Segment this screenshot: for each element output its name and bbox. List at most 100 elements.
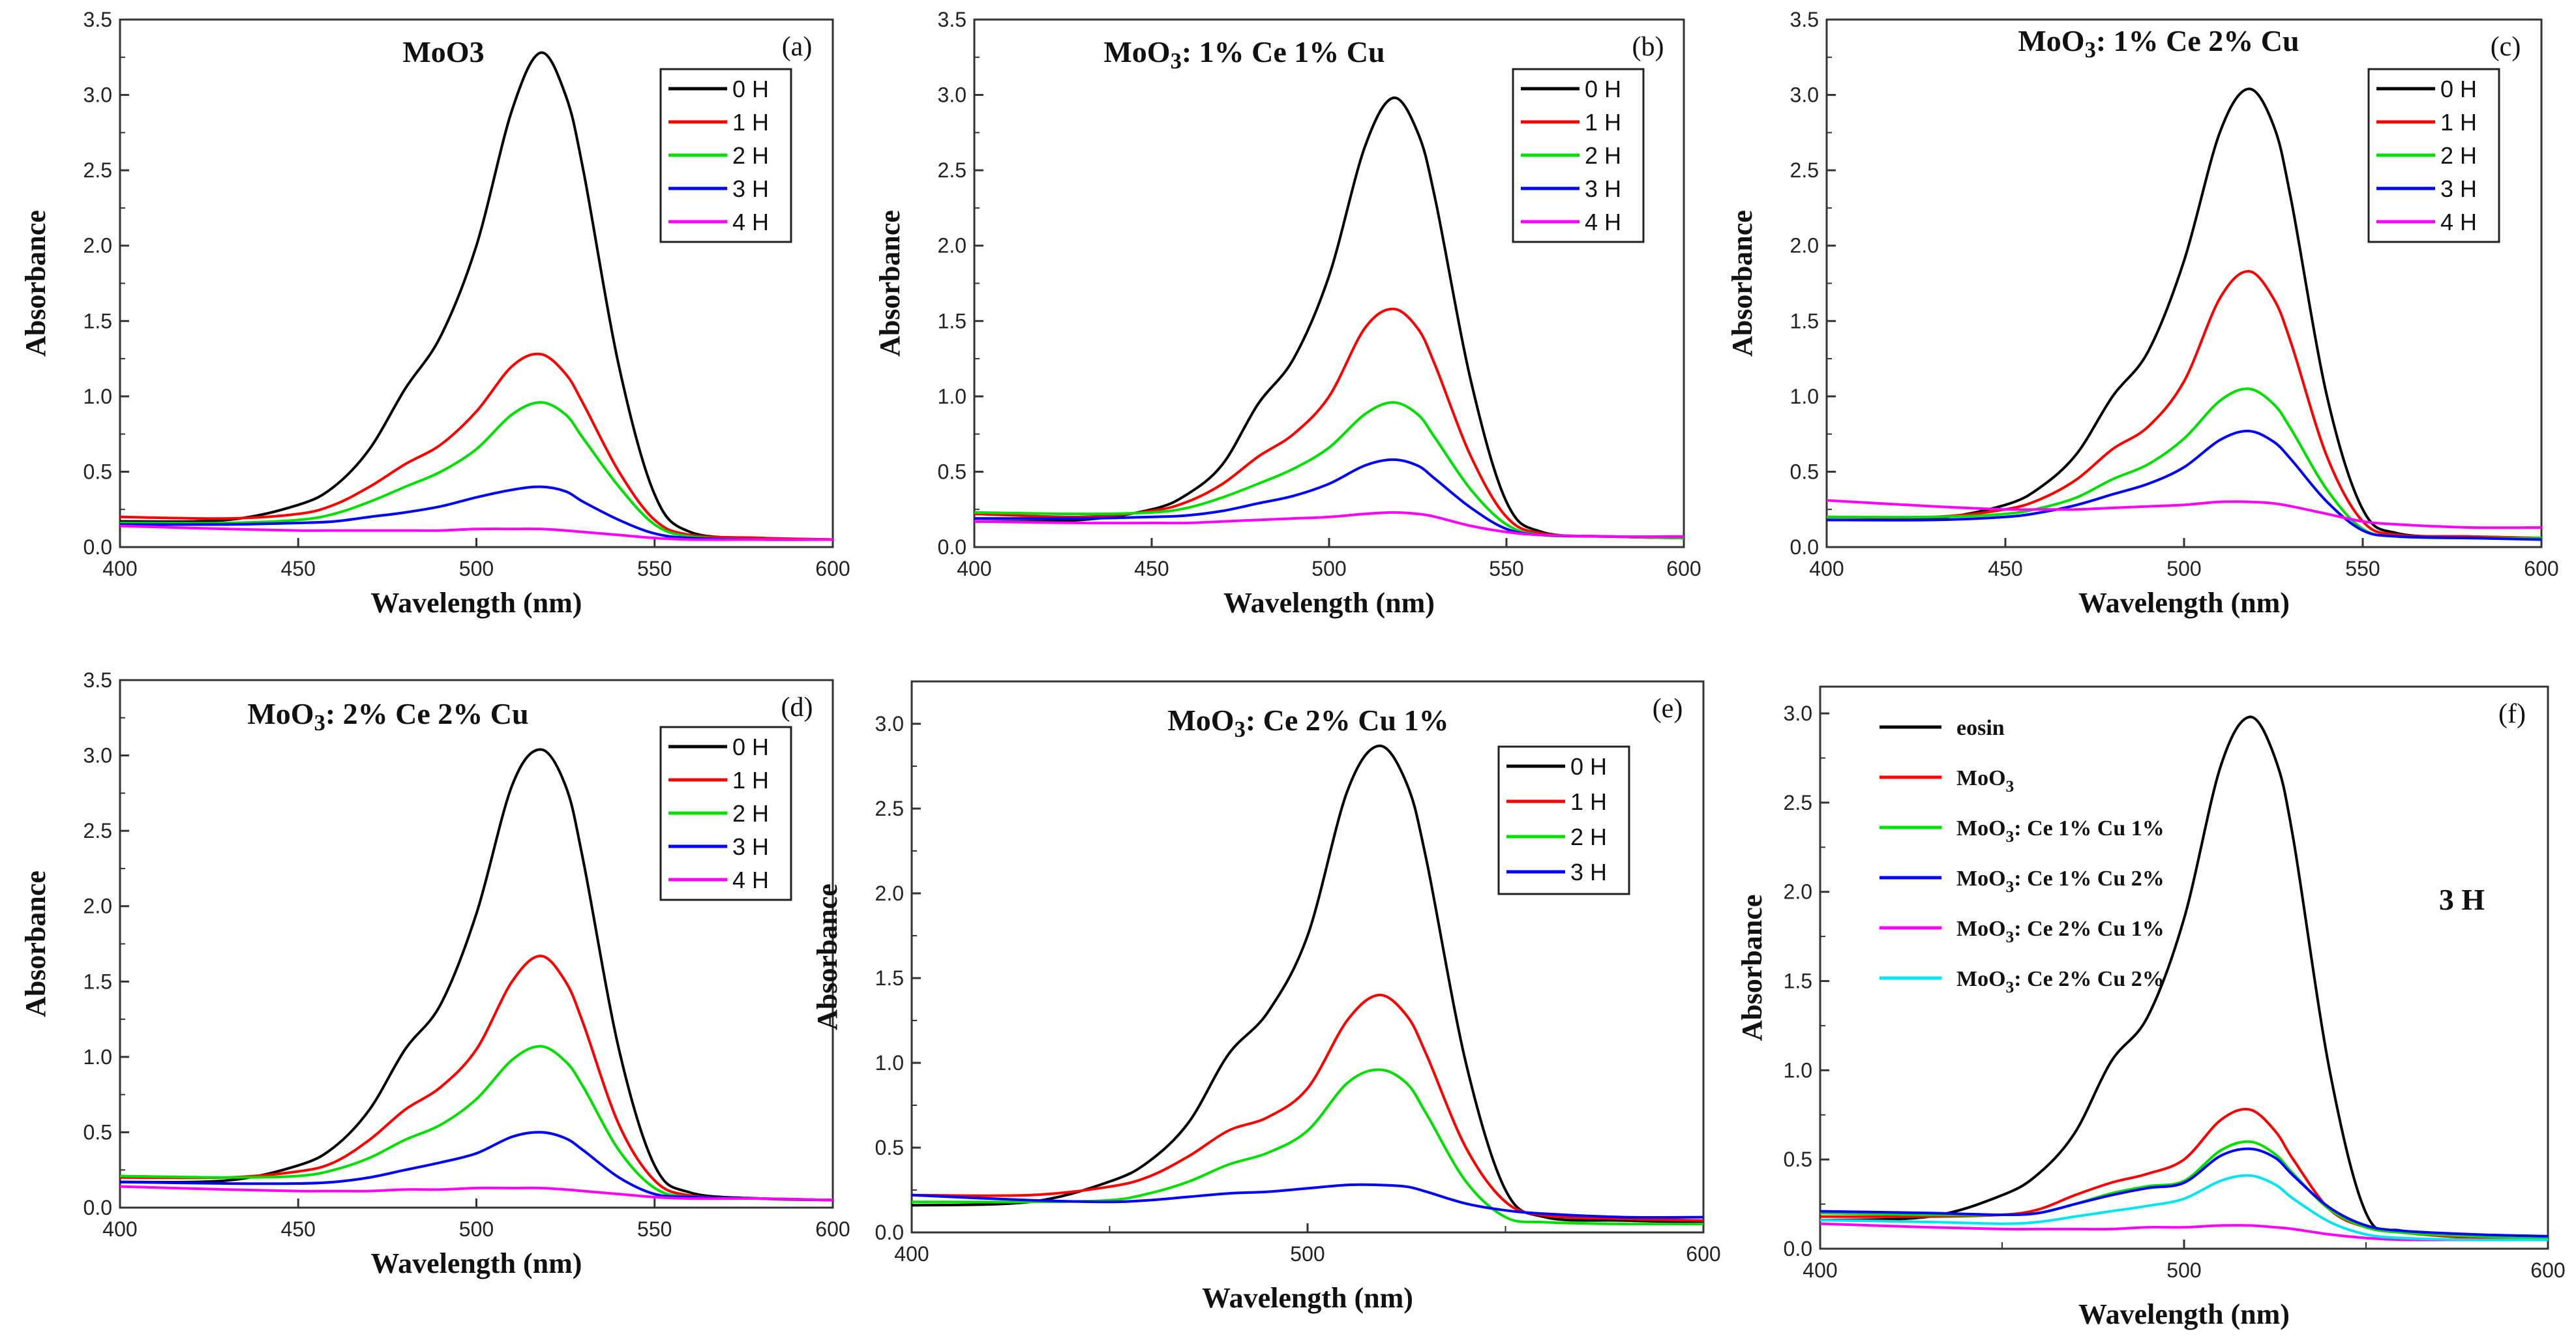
legend-label: 4 H	[2440, 209, 2477, 235]
series-line-moo3	[1820, 1107, 2549, 1242]
legend-label: 0 H	[732, 734, 769, 760]
y-tick-label: 1.0	[83, 1045, 112, 1069]
x-tick-label: 400	[894, 1242, 929, 1266]
legend: 0 H 1 H 2 H 3 H 4 H	[2367, 68, 2500, 243]
y-tick-label: 0.5	[875, 1136, 904, 1159]
y-tick-label: 0.0	[83, 535, 112, 559]
legend-label: 1 H	[732, 767, 769, 794]
y-tick-label: 0.0	[1790, 535, 1819, 559]
panel-label: (a)	[782, 32, 813, 62]
x-tick-label: 550	[637, 1217, 672, 1241]
legend-box	[1497, 745, 1630, 895]
panel-title: MoO3: 2% Ce 2% Cu	[247, 697, 528, 736]
legend-label: 2 H	[732, 800, 769, 827]
x-tick-label: 500	[459, 557, 494, 580]
x-tick-label: 600	[815, 557, 850, 580]
y-tick-label: 1.0	[1784, 1058, 1812, 1082]
panel-title: MoO3: 1% Ce 1% Cu	[1103, 35, 1385, 74]
x-tick-label: 500	[1311, 557, 1346, 580]
legend: eosin MoO3 MoO3: Ce 1% Cu 1% MoO3: Ce 1% Cu…	[1880, 716, 2164, 996]
legend-label: 4 H	[1585, 209, 1621, 235]
y-tick-label: 0.0	[83, 1196, 112, 1219]
legend-label: MoO3: Ce 1% Cu 2%	[1956, 867, 2164, 896]
series-line-1-h	[1826, 270, 2542, 540]
y-tick-label: 2.5	[938, 158, 966, 182]
panel-label: (e)	[1653, 694, 1683, 724]
panel-a: 0.0 0.5 1.0 1.5 2.0 2.5 3.0 3.5 400 450 500 550 600 W…	[20, 8, 850, 619]
y-tick-label: 1.0	[875, 1051, 904, 1075]
y-tick-label: 1.5	[1790, 309, 1819, 333]
legend: 0 H 1 H 2 H 3 H	[1497, 745, 1630, 895]
legend-label: 1 H	[1570, 788, 1607, 815]
y-tick-label: 2.5	[83, 158, 112, 182]
y-tick-label: 3.5	[83, 668, 112, 692]
series-line-4-h	[974, 511, 1685, 538]
y-tick-label: 3.0	[1784, 702, 1812, 725]
series-line-4-h	[1826, 499, 2542, 529]
y-tick-label: 2.5	[1784, 791, 1812, 814]
y-tick-label: 2.0	[1784, 880, 1812, 904]
x-tick-label: 500	[1290, 1242, 1325, 1266]
x-tick-label: 400	[1809, 557, 1844, 580]
panel-label: (f)	[2498, 699, 2526, 729]
legend-label: 2 H	[1570, 824, 1607, 850]
y-tick-label: 0.5	[83, 1120, 112, 1144]
x-tick-label: 500	[459, 1217, 494, 1241]
panel-title: MoO3: Ce 2% Cu 1%	[1167, 704, 1448, 742]
legend-label: MoO3	[1956, 766, 2014, 796]
panel-f: 0.0 0.5 1.0 1.5 2.0 2.5 3.0 400 500 600 Wavelength…	[1736, 685, 2566, 1330]
legend-label: MoO3: Ce 2% Cu 2%	[1956, 967, 2164, 996]
y-tick-label: 0.5	[1790, 460, 1819, 483]
y-tick-label: 2.0	[83, 895, 112, 918]
y-tick-label: 1.5	[83, 970, 112, 993]
series-line-moo3-ce-1-cu-2-	[1820, 1147, 2549, 1238]
legend-label: eosin	[1956, 716, 2005, 740]
legend-label: 4 H	[732, 209, 769, 235]
legend-label: 4 H	[732, 867, 769, 893]
x-tick-label: 400	[102, 1217, 137, 1241]
legend: 0 H 1 H 2 H 3 H 4 H	[1512, 68, 1645, 243]
legend-label: 3 H	[2440, 175, 2477, 202]
y-tick-label: 2.5	[875, 797, 904, 820]
y-axis-label: Absorbance	[1736, 895, 1768, 1041]
y-tick-label: 1.0	[1790, 385, 1819, 408]
legend-label: 3 H	[732, 833, 769, 860]
legend-label: 1 H	[732, 109, 769, 136]
series-line-1-h	[974, 307, 1685, 540]
y-tick-label: 2.0	[938, 234, 966, 258]
panel-label: (b)	[1632, 32, 1664, 62]
legend-label: 1 H	[2440, 109, 2477, 136]
plot-frame	[1819, 685, 2549, 1250]
y-axis-label: Absorbance	[20, 210, 52, 357]
series-line-3-h	[974, 458, 1685, 538]
series-line-0-h	[911, 744, 1704, 1224]
series-line-0-h	[119, 748, 833, 1202]
legend-label: 3 H	[1585, 175, 1621, 202]
y-tick-label: 1.5	[938, 309, 966, 333]
x-tick-label: 600	[2530, 1258, 2565, 1282]
x-tick-label: 550	[1489, 557, 1523, 580]
x-axis-label: Wavelength (nm)	[2078, 587, 2290, 619]
series-line-4-h	[119, 1185, 833, 1202]
panel-label: (d)	[781, 692, 813, 722]
series-line-3-h	[119, 1131, 833, 1202]
x-tick-label: 400	[102, 557, 137, 580]
series-line-0-h	[119, 51, 833, 541]
series-line-moo3-ce-2-cu-1-	[1820, 1222, 2548, 1242]
legend-label: 0 H	[1570, 753, 1607, 780]
legend-label: 2 H	[732, 142, 769, 169]
x-tick-label: 500	[2166, 557, 2201, 580]
x-axis-label: Wavelength (nm)	[1202, 1282, 1413, 1314]
series-line-3-h	[119, 485, 833, 541]
y-tick-label: 2.5	[1790, 158, 1819, 182]
y-tick-label: 1.5	[83, 309, 112, 333]
panel-title: MoO3	[402, 35, 484, 68]
x-tick-label: 450	[281, 557, 316, 580]
x-tick-label: 500	[2166, 1258, 2201, 1282]
panel-label: (c)	[2491, 32, 2521, 62]
x-tick-label: 450	[1134, 557, 1169, 580]
legend-label: 1 H	[1585, 109, 1621, 136]
y-tick-label: 0.5	[83, 460, 112, 483]
y-tick-label: 0.0	[875, 1221, 904, 1244]
